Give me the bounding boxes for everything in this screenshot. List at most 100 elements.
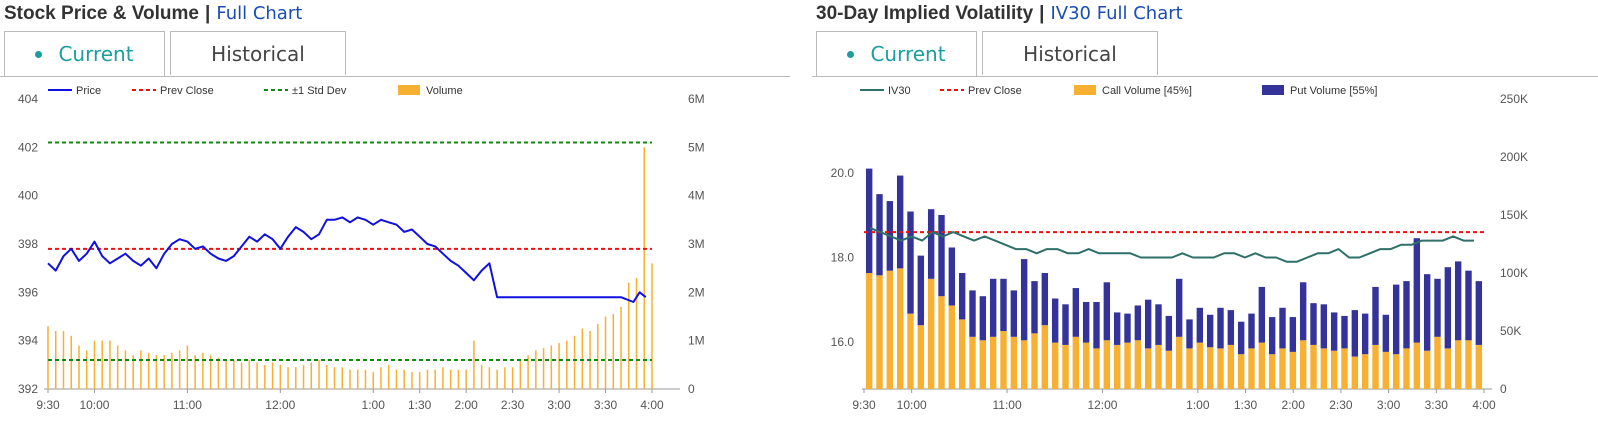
tab-label: Current <box>870 42 946 66</box>
call-volume-bar <box>1341 348 1348 389</box>
legend-label: Price <box>76 85 101 97</box>
tab-historical[interactable]: Historical <box>170 31 346 75</box>
volume-bar <box>457 369 460 389</box>
call-volume-bar <box>886 270 894 389</box>
panel-title: 30-Day Implied Volatility <box>816 3 1034 24</box>
y-left-tick-label: 398 <box>18 237 38 251</box>
put-volume-bar <box>1372 286 1379 345</box>
volume-bar <box>318 360 320 389</box>
call-volume-bar <box>1206 347 1214 389</box>
put-volume-bar <box>1103 282 1111 341</box>
legend-label: Prev Close <box>968 85 1022 97</box>
tab-current[interactable]: Current <box>816 31 977 76</box>
active-dot-icon <box>35 50 43 58</box>
put-volume-bar <box>1279 307 1286 349</box>
call-volume-bar <box>1248 348 1255 389</box>
put-volume-bar <box>896 175 904 269</box>
tab-historical[interactable]: Historical <box>982 31 1158 75</box>
put-volume-bar <box>1196 307 1204 343</box>
volume-bar <box>356 369 359 389</box>
volume-bar <box>581 328 584 389</box>
y-right-tick-label: 0 <box>688 382 695 396</box>
volume-bar <box>411 372 413 389</box>
legend-label: IV30 <box>888 85 911 97</box>
call-volume-bar <box>1051 342 1059 389</box>
x-tick-label: 3:30 <box>594 398 618 412</box>
put-volume-bar <box>1113 312 1121 345</box>
volume-bar <box>535 350 537 389</box>
stock-price-chart: Price Prev Close ±1 Std Dev Volume 404 402 400… <box>18 85 705 412</box>
call-volume-bar <box>958 319 966 389</box>
legend-swatch <box>1074 85 1096 95</box>
put-volume-bar <box>1475 281 1483 345</box>
y-right-tick-label: 4M <box>688 189 705 203</box>
volume-bar <box>116 345 119 389</box>
call-volume-bar <box>1155 344 1162 389</box>
title-separator: | <box>1039 3 1045 24</box>
y-right-tick-label: 150K <box>1500 208 1528 222</box>
tab-label: Historical <box>1023 41 1117 66</box>
volume-bar <box>349 369 351 389</box>
full-chart-link[interactable]: Full Chart <box>216 3 303 24</box>
x-tick-label: 12:00 <box>265 398 295 412</box>
put-volume-bar <box>1010 290 1018 337</box>
volume-bar <box>550 345 553 389</box>
call-volume-bar <box>1144 348 1152 389</box>
panel-title: Stock Price & Volume <box>4 3 199 24</box>
volume-bar <box>635 277 638 389</box>
volume-bar <box>140 350 142 389</box>
volume-bar <box>302 364 305 389</box>
volume-bar <box>434 369 436 389</box>
volume-bar <box>217 357 220 389</box>
volume-bar <box>566 340 568 389</box>
iv30-full-chart-link[interactable]: IV30 Full Chart <box>1050 3 1183 24</box>
x-tick-label: 3:30 <box>1425 398 1449 412</box>
put-volume-bar <box>1382 314 1390 352</box>
volume-bar <box>465 369 467 389</box>
call-volume-bar <box>1196 342 1204 389</box>
call-volume-bar <box>1279 348 1286 389</box>
put-volume-bar <box>876 194 883 276</box>
x-tick-label: 2:00 <box>1282 398 1306 412</box>
volume-bar <box>186 345 189 389</box>
call-volume-bar <box>1237 354 1245 389</box>
put-volume-bar <box>1031 281 1038 334</box>
put-volume-bar <box>1392 284 1400 355</box>
put-volume-bar <box>1144 299 1152 349</box>
put-volume-bar <box>1341 315 1348 349</box>
call-volume-bar <box>1413 342 1421 389</box>
y-right-tick-label: 3M <box>688 237 705 251</box>
put-volume-bar <box>1165 315 1173 351</box>
y-left-tick-label: 392 <box>18 382 38 396</box>
y-left-tick-label: 20.0 <box>831 166 855 180</box>
legend-swatch <box>1262 85 1284 95</box>
y-right-tick-label: 100K <box>1500 266 1528 280</box>
tab-current[interactable]: Current <box>4 31 165 76</box>
volume-bar <box>651 263 653 389</box>
put-volume-bar <box>1413 238 1421 343</box>
put-volume-bar <box>1444 267 1452 349</box>
volume-bar <box>473 340 475 389</box>
volume-bar <box>85 350 88 389</box>
call-volume-bar <box>1289 351 1297 389</box>
volume-bar <box>542 347 545 389</box>
put-volume-bar <box>1020 259 1028 341</box>
put-volume-bar <box>1093 302 1100 349</box>
call-volume-bar <box>948 305 956 389</box>
call-volume-bar <box>1268 354 1276 389</box>
put-volume-bar <box>1330 312 1338 351</box>
legend-swatch <box>398 85 420 95</box>
tab-bar: Current Historical <box>0 31 790 77</box>
call-volume-bar <box>907 313 914 389</box>
call-volume-bar <box>969 336 976 389</box>
volume-bar <box>372 372 374 389</box>
y-right-tick-label: 1M <box>688 334 705 348</box>
put-volume-bar <box>948 247 956 306</box>
put-volume-bar <box>938 215 945 297</box>
legend-label: Volume <box>426 85 463 97</box>
call-volume-bar <box>896 268 904 389</box>
call-volume-bar <box>1227 344 1235 389</box>
volume-bar <box>527 355 529 389</box>
call-volume-bar <box>1134 340 1142 389</box>
put-volume-bar <box>1041 273 1049 326</box>
